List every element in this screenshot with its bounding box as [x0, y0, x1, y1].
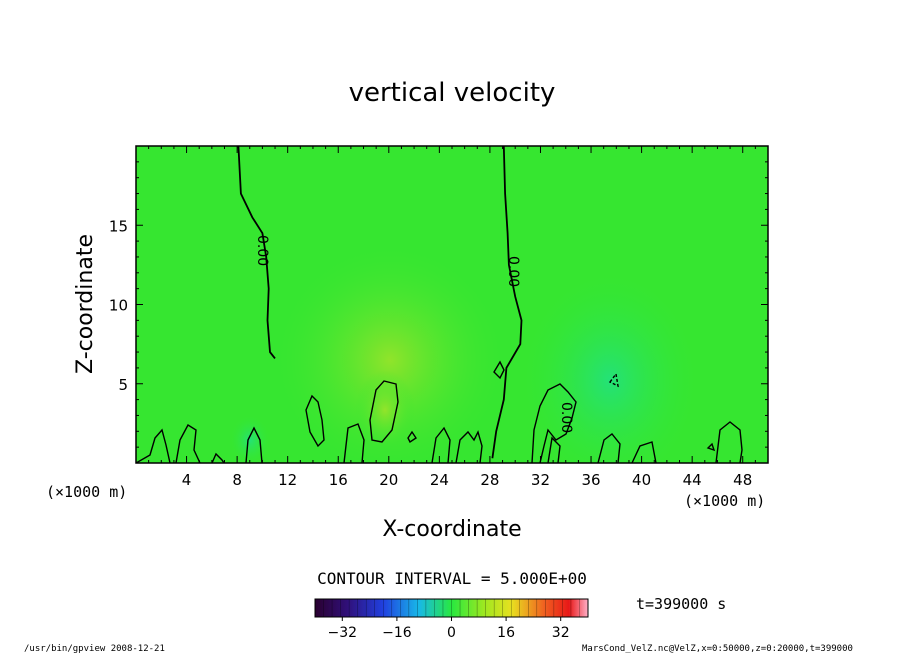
x-tick-label: 36	[581, 471, 600, 489]
contour-line	[706, 442, 716, 452]
contour-line	[431, 426, 451, 463]
contour-line	[175, 424, 201, 463]
contour-line	[237, 146, 276, 359]
contour-line	[245, 426, 263, 463]
x-tick-label: 4	[182, 471, 192, 489]
contour-line	[455, 430, 483, 463]
x-tick-label: 32	[531, 471, 550, 489]
x-tick-label: 20	[379, 471, 398, 489]
contour-line	[631, 441, 657, 463]
contour-label: 0.00	[505, 256, 521, 287]
colorbar-ticks: −32 −16 0 16 32	[314, 599, 589, 641]
contour-line	[491, 146, 523, 459]
x-tick-label: 28	[480, 471, 499, 489]
contour-line	[608, 372, 619, 388]
y-tick-label: 10	[109, 297, 128, 315]
contour-line	[493, 360, 505, 380]
y-axis: 5 10 15	[109, 161, 768, 448]
y-tick-label: 15	[109, 217, 128, 235]
contour-line	[407, 430, 417, 444]
contour-line	[211, 452, 225, 463]
colorbar-tick-label: −32	[328, 625, 358, 641]
x-tick-label: 40	[632, 471, 651, 489]
contour-line	[547, 436, 561, 463]
footer-left: /usr/bin/gpview 2008-12-21	[24, 644, 165, 654]
contour-line	[531, 383, 577, 463]
contour-interval-text: CONTOUR INTERVAL = 5.000E+00	[317, 569, 587, 588]
contour-label: 0.00	[558, 402, 574, 433]
contour-line	[715, 421, 743, 463]
contour-line	[305, 394, 325, 448]
contour-label: 0.00	[254, 235, 270, 266]
x-tick-label: 44	[683, 471, 702, 489]
colorbar-tick-label: 16	[497, 625, 515, 641]
colorbar-tick-label: 0	[447, 625, 456, 641]
small-contours	[136, 360, 743, 463]
contour-line	[369, 380, 399, 443]
contour-line	[136, 428, 171, 463]
colorbar-tick-label: −16	[382, 625, 412, 641]
colorbar-tick-label: 32	[552, 625, 570, 641]
time-text: t=399000 s	[636, 595, 726, 613]
zero-contours	[237, 146, 523, 459]
x-axis: 4 8 12 16 20 24 28 32 36 40 44 48	[148, 146, 756, 489]
x-tick-label: 48	[733, 471, 752, 489]
contour-line	[597, 433, 621, 463]
heat-region	[270, 240, 510, 463]
contour-line	[343, 423, 365, 463]
heat-region	[520, 270, 700, 463]
x-unit-label: (×1000 m)	[46, 483, 127, 501]
x-tick-label: 8	[232, 471, 242, 489]
heat-region	[355, 370, 415, 450]
heat-region	[230, 415, 270, 463]
x-axis-title: X-coordinate	[382, 517, 521, 542]
y-axis-title: Z-coordinate	[73, 234, 98, 374]
x-tick-label: 16	[329, 471, 348, 489]
x-tick-label: 24	[430, 471, 449, 489]
chart-title: vertical velocity	[349, 78, 556, 108]
footer-right: MarsCond_VelZ.nc@VelZ,x=0:50000,z=0:2000…	[582, 644, 853, 654]
x-unit-label-right: (×1000 m)	[684, 492, 765, 510]
y-tick-label: 5	[118, 376, 128, 394]
x-tick-label: 12	[278, 471, 297, 489]
